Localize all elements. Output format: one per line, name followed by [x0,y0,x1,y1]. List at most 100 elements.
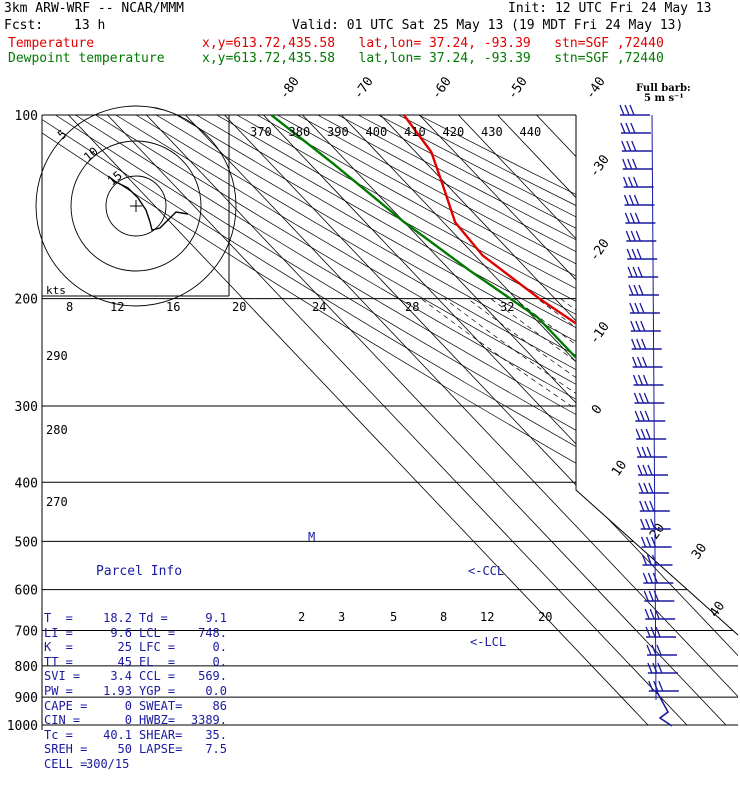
mixing-ratio-label: 16 [166,300,180,314]
theta-label: 270 [46,495,68,509]
moist-adiabat [444,299,740,725]
theta-label: 420 [443,125,465,139]
wind-barb-flag [630,213,634,223]
wind-barb-flag [633,357,637,367]
parcel-label: CELL = [44,757,86,772]
temperature-tick-label: -80 [277,74,303,102]
parcel-value: 40.1 [86,728,132,743]
lcl-annotation: <-LCL [470,635,506,649]
mixing-ratio-label: 12 [110,300,124,314]
temperature-tick-label: -70 [351,74,377,102]
wind-barb-flag [629,285,633,295]
parcel-value: 3.4 [86,669,132,684]
parcel-value: 0 [86,699,132,714]
wind-barb-flag [643,555,647,565]
isotherm-line [342,115,740,725]
legend-dewpoint-info: x,y=613.72,435.58 lat,lon= 37.24, -93.39… [202,52,664,66]
wind-barb-flag [644,393,648,403]
parcel-label: LI = [44,626,86,641]
parcel-label: CIN = [44,713,86,728]
wind-barb-flag [628,267,632,277]
dry-adiabat [257,115,740,725]
m-annotation: M [308,530,315,544]
mixing-ratio-label: 24 [312,300,326,314]
wind-barb-flag [640,303,644,313]
wind-barb-flag [646,429,650,439]
pressure-tick-label: 800 [15,660,38,675]
wind-barb-flag [637,339,641,349]
wind-barb-flag [649,591,653,601]
wind-barb-flag [639,483,643,493]
parcel-label: TT = [44,655,86,670]
wind-barb-flag [649,483,653,493]
isotherm-line [654,115,740,725]
wind-barb-flag [642,339,646,349]
hodograph-trace [108,176,188,230]
parcel-label: HWBZ= [139,713,181,728]
wind-barb-flag [639,393,643,403]
moist-adiabat [514,299,740,725]
dry-adiabat [277,115,740,725]
forecast-label: Fcst: [4,19,43,33]
temperature-tick-label: 10 [609,458,630,479]
wind-barb-flag [627,249,631,259]
moist-adiabat [491,299,740,725]
temperature-tick-label: 0 [589,402,606,417]
hodograph-unit-label: kts [46,284,66,297]
theta-label: 440 [520,125,542,139]
wind-barb-flag [648,465,652,475]
isotherm-line [693,115,740,725]
parcel-label: Tc = [44,728,86,743]
theta-label: 430 [481,125,503,139]
dry-adiabat [217,115,740,725]
wind-barb-flag [629,177,633,187]
wind-barb-flag [647,645,651,655]
parcel-value: 25 [86,640,132,655]
parcel-value: 569. [181,669,227,684]
wind-barb-flag [625,105,629,115]
wind-barb-flag [650,501,654,511]
parcel-label: LCL = [139,626,181,641]
wind-barb-flag [625,195,629,205]
mixing-ratio-label: 20 [538,610,552,624]
pressure-tick-label: 500 [15,535,38,550]
hodograph-ring-label: 5 [55,127,70,142]
mixing-ratio-label: 8 [440,610,447,624]
wind-barb-flag [642,447,646,457]
moist-adiabat [630,299,740,725]
parcel-value: 0.0 [181,684,227,699]
wind-barb-flag [638,267,642,277]
temperature-tick-label: 40 [707,599,728,620]
wind-barb-flag [634,285,638,295]
dry-adiabat [378,115,740,725]
moist-adiabat [584,299,740,725]
wind-barb-flag [659,681,663,691]
wind-barb-flag [639,285,643,295]
moist-adiabat [537,299,740,725]
plot-frame-right [576,115,738,635]
wind-barb-flag [626,123,630,133]
wind-barb-flag [647,447,651,457]
hodograph-ring-label: 10 [81,144,101,164]
wind-barb-flag [634,375,638,385]
parcel-label: K = [44,640,86,655]
wind-barb-flag [646,519,650,529]
moist-adiabat [421,299,740,725]
dry-adiabat [318,115,740,725]
parcel-label: PW = [44,684,86,699]
parcel-label: Td = [139,611,181,626]
wind-barb-flag [656,627,660,637]
parcel-value: 86 [181,699,227,714]
mixing-ratio-label: 12 [480,610,494,624]
temperature-trace [404,115,740,709]
wind-barb-flag [630,105,634,115]
wind-barb-flag [641,429,645,439]
wind-barb-flag [650,609,654,619]
theta-label: 280 [46,423,68,437]
wind-barb-flag [641,321,645,331]
parcel-value: 0. [181,640,227,655]
